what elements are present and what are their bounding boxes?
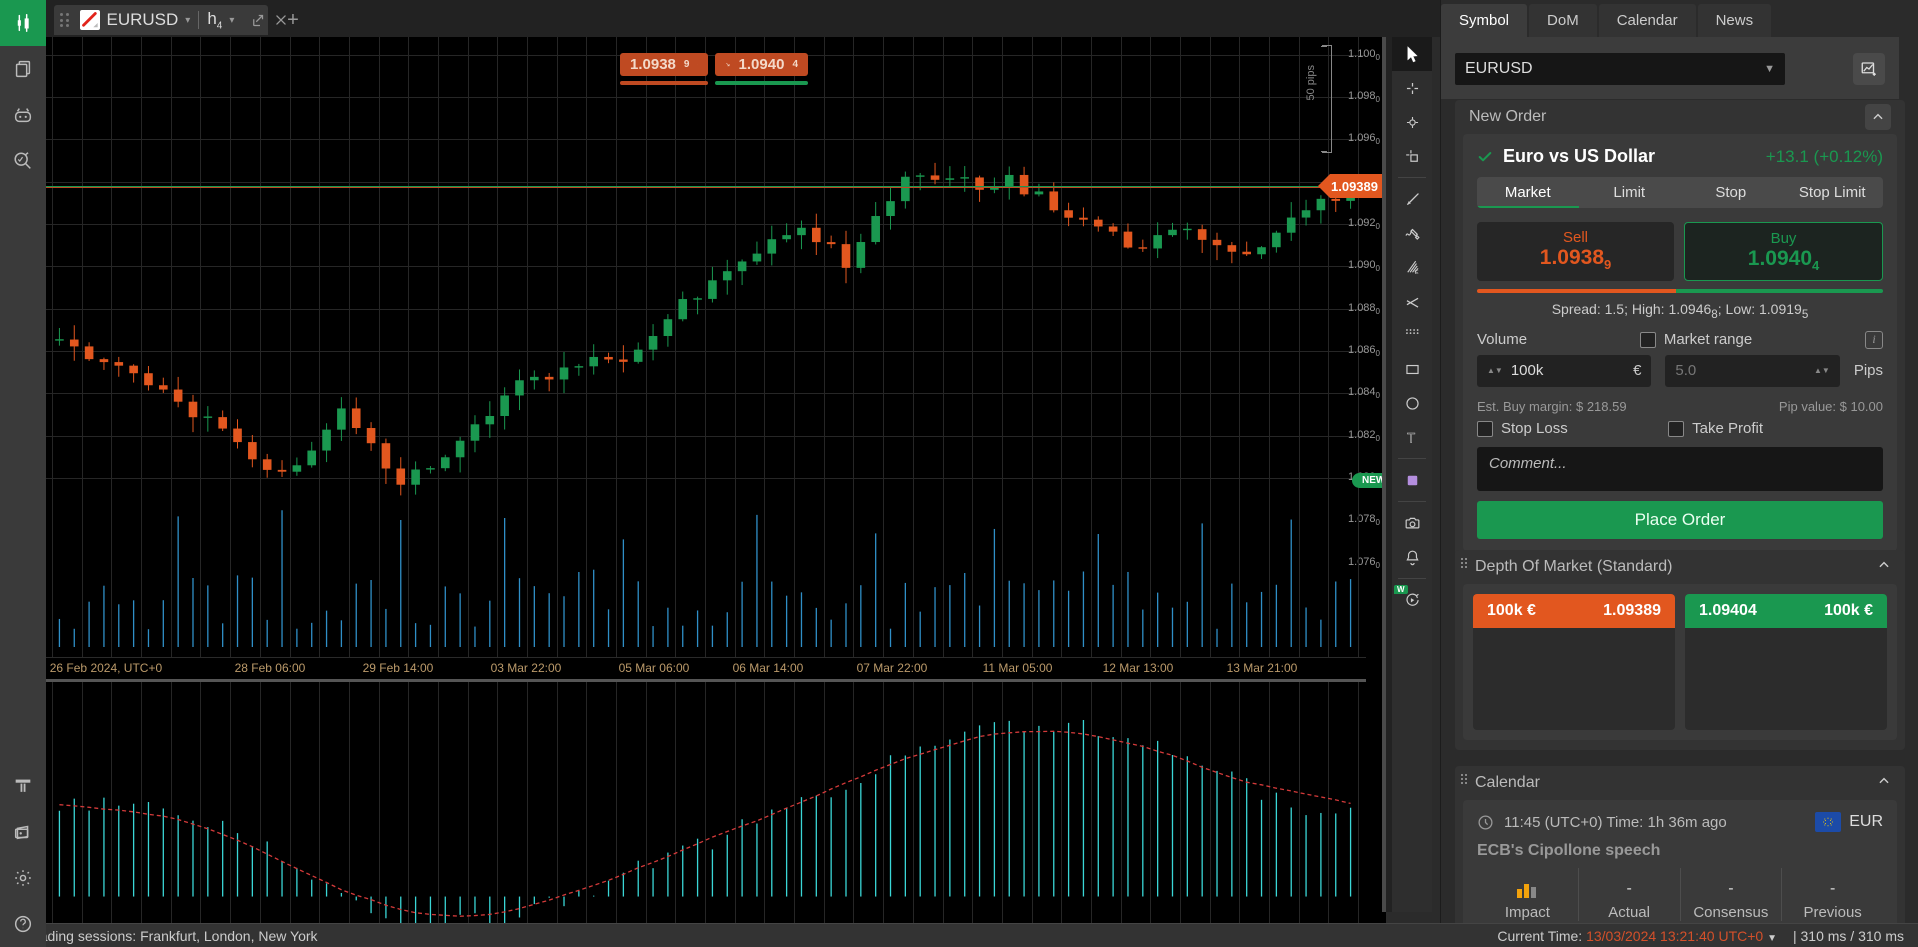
svg-text:T: T [1406, 430, 1414, 445]
svg-text:E: E [1414, 269, 1418, 275]
